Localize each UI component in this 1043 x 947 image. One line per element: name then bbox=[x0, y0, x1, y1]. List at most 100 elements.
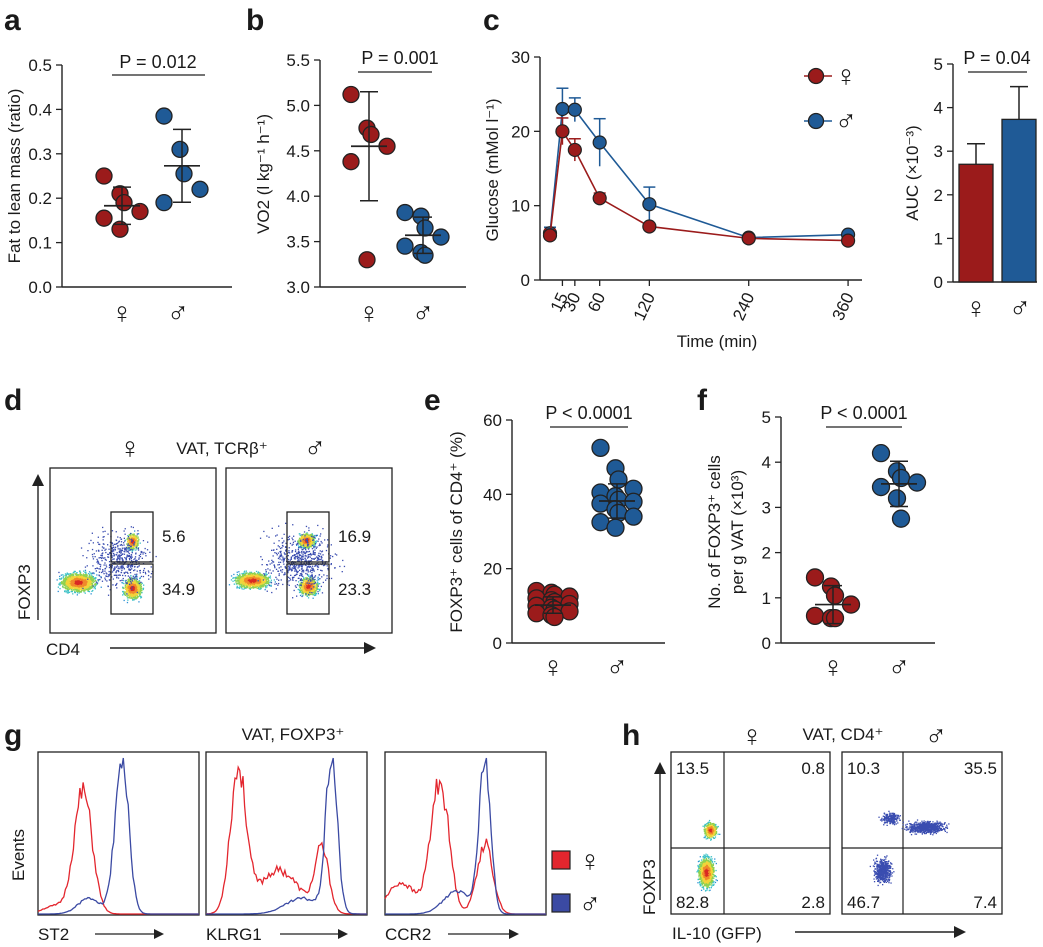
y-tick-label-a: 0.1 bbox=[28, 234, 52, 253]
data-point-e bbox=[527, 604, 546, 623]
y-axis-label-auc: AUC (×10⁻³) bbox=[903, 125, 922, 220]
h-female-upper-cloud bbox=[702, 819, 721, 841]
d-gate-male-top: 16.9 bbox=[338, 527, 371, 546]
panel-label-a: a bbox=[4, 4, 21, 37]
panel-h: ♀ VAT, CD4⁺ ♂ FOXP3 IL-10 (GFP) 13.5 0.8… bbox=[640, 720, 1003, 943]
g-legend-female-swatch bbox=[551, 850, 571, 870]
y-axis-label-f-line2: per g VAT (×10³) bbox=[728, 470, 747, 594]
g-x-label-klrg1: KLRG1 bbox=[206, 925, 262, 944]
y-axis-label-c: Glucose (mMol l⁻¹) bbox=[483, 98, 502, 241]
y-tick-label-c2: 0 bbox=[934, 273, 943, 292]
data-point-f bbox=[825, 586, 845, 605]
x-tick-female-b: ♀ bbox=[358, 297, 381, 330]
data-point-f bbox=[887, 489, 907, 508]
y-tick-label-f: 5 bbox=[762, 408, 771, 427]
data-point-c bbox=[840, 233, 856, 248]
d-title: VAT, TCRβ⁺ bbox=[176, 439, 267, 458]
d-male-cd4neg-cloud bbox=[228, 570, 276, 592]
data-point-a bbox=[155, 107, 173, 125]
h-quad-female-tl: 13.5 bbox=[676, 759, 709, 778]
y-tick-label-c: 30 bbox=[511, 48, 530, 67]
d-female-symbol: ♀ bbox=[119, 432, 142, 465]
g-legend-male-swatch bbox=[551, 893, 571, 913]
data-point-b bbox=[342, 153, 360, 171]
panel-d: ♀ VAT, TCRβ⁺ ♂ FOXP3 CD4 5.6 34.9 16.9 2… bbox=[15, 432, 393, 659]
y-tick-label-b: 4.5 bbox=[286, 142, 310, 161]
data-point-f bbox=[805, 606, 825, 626]
x-tick-male-f: ♂ bbox=[888, 651, 911, 684]
x-axis-label-c: Time (min) bbox=[677, 332, 758, 351]
g-legend-female: ♀ bbox=[579, 845, 602, 878]
legend-marker-female bbox=[807, 67, 825, 85]
d-gate-female-bottom: 34.9 bbox=[162, 580, 195, 599]
h-title: VAT, CD4⁺ bbox=[802, 725, 883, 744]
y-tick-label-f: 2 bbox=[762, 544, 771, 563]
y-tick-label-b: 5.5 bbox=[286, 51, 310, 70]
d-x-axis-label: CD4 bbox=[46, 640, 80, 659]
d-gate-female-top: 5.6 bbox=[162, 527, 186, 546]
x-tick-male-a: ♂ bbox=[167, 297, 190, 330]
data-point-c bbox=[592, 135, 607, 150]
h-quad-male-bl: 46.7 bbox=[847, 893, 880, 912]
data-point-f bbox=[891, 509, 911, 528]
data-point-c bbox=[741, 231, 756, 246]
data-point-b bbox=[362, 125, 380, 144]
y-tick-label-f: 3 bbox=[762, 498, 771, 517]
y-tick-label-f: 0 bbox=[762, 634, 771, 653]
y-axis-label-a: Fat to lean mass (ratio) bbox=[5, 89, 24, 264]
panel-label-e: e bbox=[424, 384, 441, 417]
x-tick-label-c: 60 bbox=[584, 290, 609, 315]
x-tick-female-auc: ♀ bbox=[965, 292, 988, 325]
h-x-axis-label: IL-10 (GFP) bbox=[672, 924, 762, 943]
data-point-c bbox=[567, 142, 582, 158]
y-tick-label-b: 3.5 bbox=[286, 233, 310, 252]
x-tick-female-f: ♀ bbox=[822, 651, 845, 684]
panel-label-f: f bbox=[697, 384, 708, 417]
panel-label-b: b bbox=[246, 4, 264, 37]
data-point-e bbox=[606, 518, 625, 537]
data-point-c bbox=[555, 124, 570, 139]
data-point-f bbox=[871, 444, 891, 463]
data-point-f bbox=[907, 473, 927, 492]
y-tick-label-a: 0.2 bbox=[28, 189, 52, 208]
y-tick-label-b: 3.0 bbox=[286, 278, 310, 297]
data-point-c bbox=[642, 197, 657, 212]
h-quad-female-br: 2.8 bbox=[801, 893, 825, 912]
y-tick-label-c2: 2 bbox=[934, 186, 943, 205]
series-line-male bbox=[549, 108, 849, 239]
y-tick-label-a: 0.4 bbox=[28, 100, 52, 119]
y-tick-label-e: 20 bbox=[483, 560, 502, 579]
y-tick-label-c2: 3 bbox=[934, 142, 943, 161]
panel-e: FOXP3⁺ cells of CD4⁺ (%) P < 0.0001 ♀ ♂ … bbox=[447, 403, 665, 684]
y-tick-label-b: 4.0 bbox=[286, 187, 310, 206]
y-tick-label-e: 40 bbox=[483, 485, 502, 504]
panel-a: Fat to lean mass (ratio) P = 0.012 ♀ ♂ 0… bbox=[5, 52, 232, 330]
data-point-c bbox=[592, 191, 607, 206]
y-tick-label-c2: 4 bbox=[934, 99, 943, 118]
h-male-tr-cloud bbox=[901, 819, 950, 836]
y-tick-label-c2: 5 bbox=[934, 55, 943, 74]
p-value-f: P < 0.0001 bbox=[820, 403, 907, 423]
data-point-c bbox=[567, 102, 582, 117]
h-quad-female-bl: 82.8 bbox=[676, 893, 709, 912]
d-male-foxp3neg-cloud bbox=[297, 574, 321, 599]
y-tick-label-c: 10 bbox=[511, 197, 530, 216]
panel-label-g: g bbox=[4, 719, 22, 752]
panel-b: VO2 (l kg⁻¹ h⁻¹) P = 0.001 ♀ ♂ 3.0 3.5 4.0… bbox=[254, 48, 466, 330]
g-title: VAT, FOXP3⁺ bbox=[242, 725, 345, 744]
g-st2-male-histogram bbox=[38, 757, 199, 915]
x-tick-male-e: ♂ bbox=[606, 651, 629, 684]
panel-g: VAT, FOXP3⁺ Events ST2 KLRG1 CCR2 ♀ ♂ bbox=[9, 725, 601, 944]
p-value-e: P < 0.0001 bbox=[545, 403, 632, 423]
h-male-upper-cloud bbox=[878, 810, 904, 826]
d-female-background bbox=[80, 526, 157, 596]
data-point-c bbox=[542, 228, 558, 243]
data-point-e bbox=[591, 438, 610, 458]
data-point-b bbox=[396, 203, 414, 222]
h-y-axis-label: FOXP3 bbox=[640, 859, 659, 915]
y-tick-label-b: 5.0 bbox=[286, 96, 310, 115]
data-point-e bbox=[609, 470, 628, 489]
x-tick-label-c: 360 bbox=[828, 290, 857, 324]
panel-c: Glucose (mMol l⁻¹) Time (min) ♀ ♂ 0 10 20 3… bbox=[483, 48, 862, 351]
x-tick-male-auc: ♂ bbox=[1009, 292, 1032, 325]
